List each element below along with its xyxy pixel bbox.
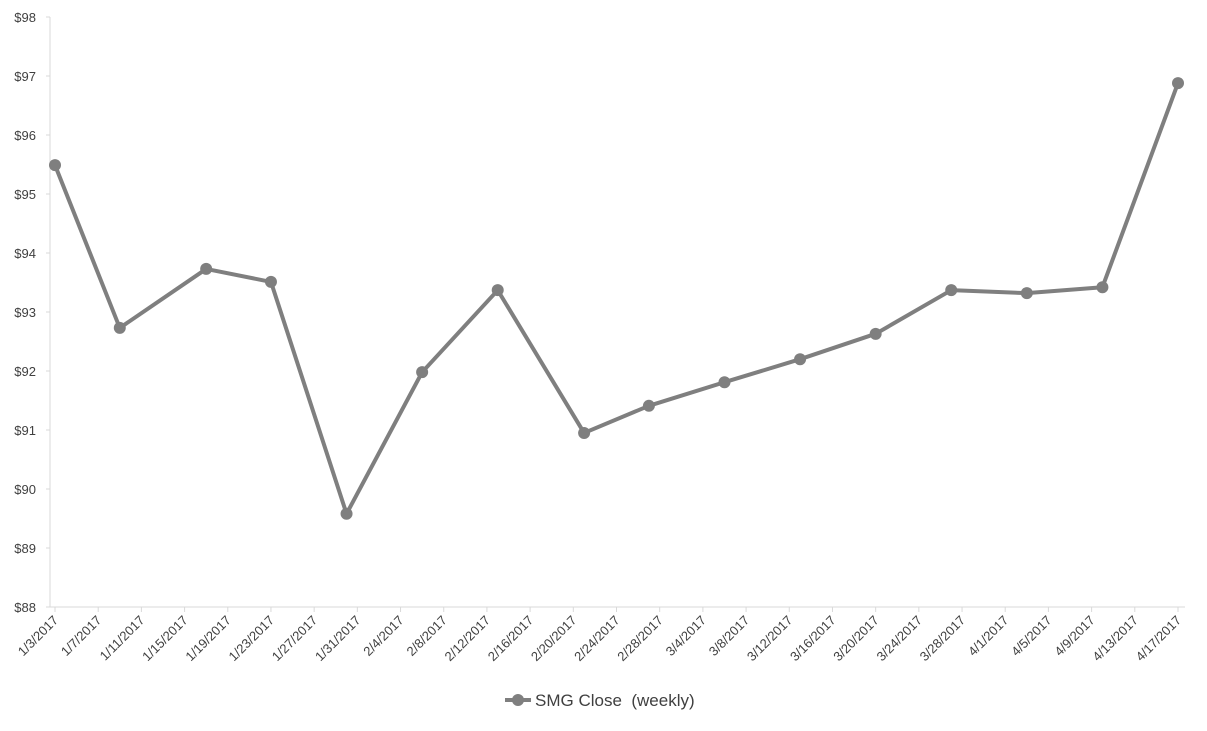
y-tick-label: $89 (14, 541, 36, 556)
point-marker (794, 353, 807, 366)
x-tick-label: 2/16/2017 (485, 613, 537, 665)
point-marker (491, 284, 504, 297)
point-marker (945, 284, 958, 297)
x-tick-label: 3/4/2017 (663, 613, 709, 659)
x-tick-label: 3/20/2017 (830, 613, 882, 665)
point-marker (49, 159, 61, 172)
x-tick-label: 4/5/2017 (1008, 613, 1054, 659)
point-marker (718, 376, 731, 389)
x-tick-label: 2/12/2017 (442, 613, 494, 665)
y-tick-label: $97 (14, 69, 36, 84)
x-tick-label: 4/17/2017 (1133, 613, 1185, 665)
point-marker (416, 366, 429, 379)
y-tick-label: $88 (14, 600, 36, 615)
point-marker (113, 321, 126, 334)
x-tick-label: 2/20/2017 (528, 613, 580, 665)
point-marker (340, 507, 353, 520)
x-tick-label: 1/3/2017 (15, 613, 61, 659)
point-marker (1020, 287, 1033, 300)
x-tick-label: 2/28/2017 (614, 613, 666, 665)
x-tick-label: 2/24/2017 (571, 613, 623, 665)
point-marker (1096, 281, 1109, 294)
x-tick-label: 2/4/2017 (360, 613, 406, 659)
legend-text: SMG Close (weekly) (535, 691, 695, 710)
y-tick-label: $92 (14, 364, 36, 379)
legend-marker (512, 694, 524, 706)
x-tick-label: 3/28/2017 (917, 613, 969, 665)
y-tick-label: $91 (14, 423, 36, 438)
x-tick-label: 3/24/2017 (873, 613, 925, 665)
x-tick-label: 1/11/2017 (97, 613, 148, 664)
x-tick-label: 1/23/2017 (226, 613, 278, 665)
series-line (53, 82, 1180, 516)
x-tick-label: 1/27/2017 (269, 613, 321, 665)
x-tick-label: 1/15/2017 (139, 613, 191, 665)
point-marker (642, 399, 655, 412)
x-tick-label: 3/16/2017 (787, 613, 839, 665)
y-tick-label: $95 (14, 187, 36, 202)
y-tick-label: $93 (14, 305, 36, 320)
x-tick-label: 1/31/2017 (312, 613, 364, 665)
point-marker (264, 275, 277, 288)
point-marker (1172, 77, 1184, 90)
y-tick-label: $90 (14, 482, 36, 497)
x-tick-label: 3/12/2017 (744, 613, 796, 665)
point-marker (578, 426, 591, 439)
x-tick-label: 1/19/2017 (182, 613, 234, 665)
x-tick-label: 4/13/2017 (1089, 613, 1141, 665)
y-tick-label: $94 (14, 246, 36, 261)
point-marker (200, 262, 213, 275)
x-tick-label: 4/1/2017 (965, 613, 1011, 659)
y-tick-label: $96 (14, 128, 36, 143)
point-marker (869, 327, 882, 340)
y-tick-label: $98 (14, 10, 36, 25)
